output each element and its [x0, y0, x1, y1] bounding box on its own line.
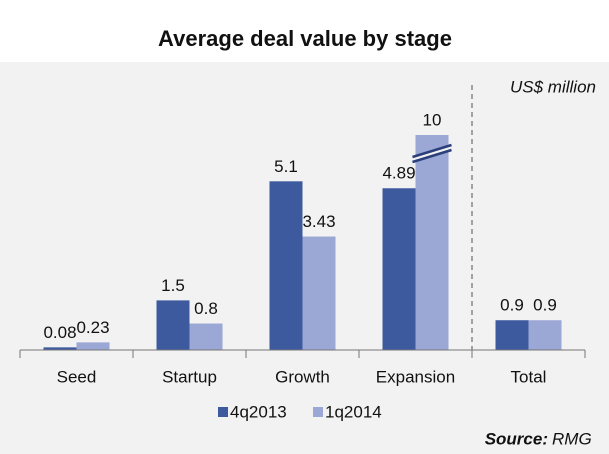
data-label: 0.9 — [533, 296, 557, 315]
bar — [43, 347, 77, 350]
data-label: 0.23 — [76, 318, 109, 337]
source-label: Source: — [485, 429, 548, 448]
x-tick-label: Seed — [57, 367, 97, 386]
bar — [415, 135, 449, 350]
legend-swatch — [218, 407, 228, 417]
x-tick-label: Startup — [162, 367, 217, 386]
data-label: 3.43 — [302, 212, 335, 231]
data-label: 0.9 — [500, 296, 524, 315]
x-tick-label: Expansion — [376, 367, 455, 386]
x-tick-label: Growth — [275, 367, 330, 386]
data-label: 5.1 — [274, 157, 298, 176]
legend-label: 4q2013 — [230, 402, 287, 421]
source: RMG — [552, 429, 592, 448]
title-band — [0, 0, 609, 62]
axis-break-line — [412, 143, 452, 159]
legend-swatch — [313, 407, 323, 417]
bar — [76, 342, 110, 350]
data-label: 4.89 — [382, 164, 415, 183]
axis-break-line — [412, 148, 452, 164]
legend-label: 1q2014 — [325, 402, 382, 421]
x-tick-label: Total — [511, 367, 547, 386]
unit-label: US$ million — [510, 77, 596, 96]
bar — [528, 320, 562, 350]
data-label: 0.08 — [43, 323, 76, 342]
bar — [189, 323, 223, 350]
chart-title: Average deal value by stage — [158, 26, 452, 51]
bar — [382, 188, 416, 350]
bar — [156, 300, 190, 350]
bar — [269, 181, 303, 350]
data-label: 10 — [423, 110, 442, 129]
bar — [302, 236, 336, 350]
bar — [495, 320, 529, 350]
data-label: 0.8 — [194, 299, 218, 318]
data-label: 1.5 — [161, 276, 185, 295]
